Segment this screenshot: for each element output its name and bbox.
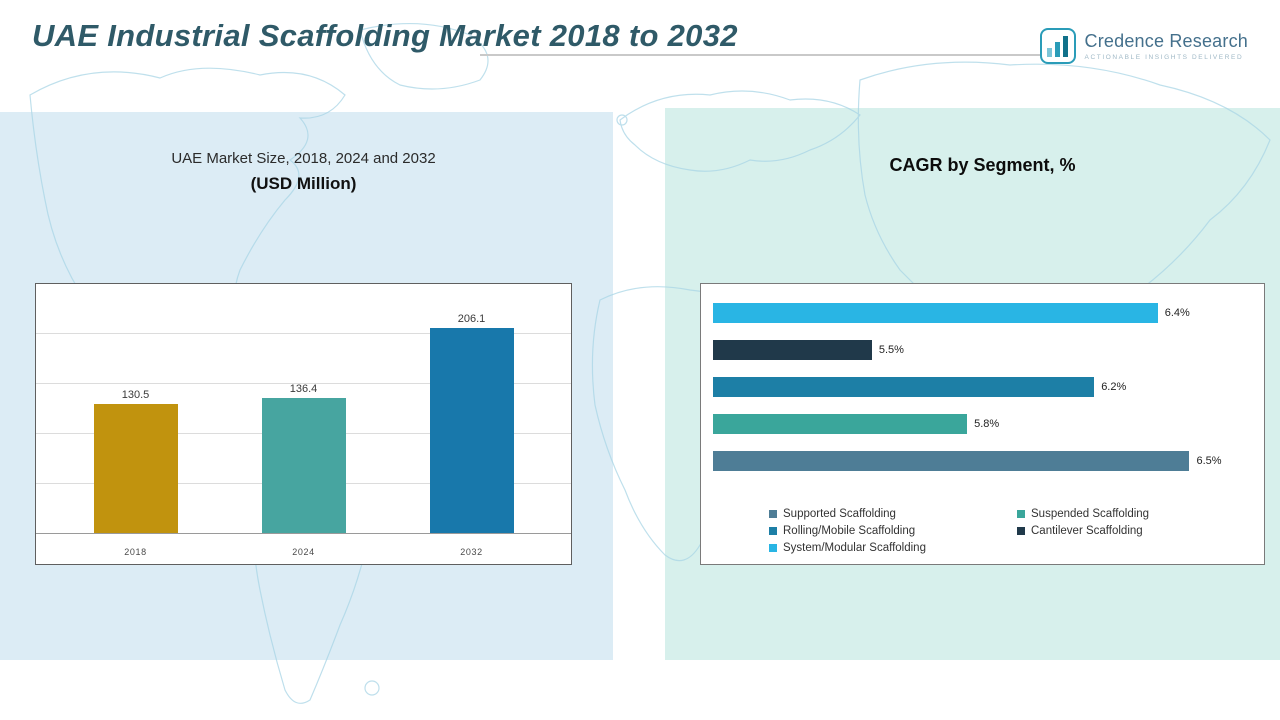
x-axis-label-2024: 2024 xyxy=(292,547,315,557)
bar-2018 xyxy=(93,403,178,534)
market-size-heading: UAE Market Size, 2018, 2024 and 2032 (US… xyxy=(35,150,572,194)
cagr-row-5: 6.5% xyxy=(713,442,1248,479)
legend-marker xyxy=(769,527,777,535)
cagr-value-label: 6.4% xyxy=(1164,306,1190,319)
logo-tagline: Actionable Insights Delivered xyxy=(1084,54,1244,61)
bar-chart-logo-icon xyxy=(1039,28,1076,64)
legend-marker xyxy=(769,544,777,552)
cagr-bar-3 xyxy=(713,376,1095,397)
bar-column-2032: 206.1 xyxy=(429,284,514,534)
legend-item-4: Cantilever Scaffolding xyxy=(1017,525,1246,537)
cagr-value-label: 5.5% xyxy=(878,343,904,356)
logo-bar-small xyxy=(1047,48,1053,57)
cagr-value-label: 6.5% xyxy=(1196,454,1222,467)
market-size-subtitle: UAE Market Size, 2018, 2024 and 2032 xyxy=(171,150,436,167)
bar-2024 xyxy=(261,397,346,534)
bar-value-label: 206.1 xyxy=(457,312,486,325)
cagr-bar-series: 6.4% 5.5% 6.2% 5.8% 6.5% xyxy=(713,294,1248,479)
logo-bar-tall xyxy=(1063,36,1069,57)
bar-column-2024: 136.4 xyxy=(261,284,346,534)
x-axis-labels: 2018 2024 2032 xyxy=(36,547,571,557)
cagr-bar-1 xyxy=(713,302,1158,323)
market-size-plot-area: 130.5 136.4 206.1 xyxy=(36,284,571,534)
cagr-row-2: 5.5% xyxy=(713,331,1248,368)
page-title: UAE Industrial Scaffolding Market 2018 t… xyxy=(32,18,738,53)
legend-label: Rolling/Mobile Scaffolding xyxy=(783,525,916,537)
cagr-bar-5 xyxy=(713,450,1190,471)
bar-value-label: 130.5 xyxy=(121,388,150,401)
market-size-chart: 130.5 136.4 206.1 2018 2024 2032 xyxy=(35,283,572,565)
legend-marker xyxy=(1017,510,1025,518)
island-dot-2 xyxy=(616,114,628,126)
cagr-bar-4 xyxy=(713,413,968,434)
x-axis-label-2032: 2032 xyxy=(460,547,483,557)
logo-text: Credence Research Actionable Insights De… xyxy=(1085,31,1248,61)
legend-item-1: Supported Scaffolding xyxy=(769,508,1017,520)
cagr-chart-title: CAGR by Segment, % xyxy=(889,155,1076,175)
cagr-value-label: 6.2% xyxy=(1101,380,1127,393)
cagr-bar-2 xyxy=(713,339,872,360)
x-axis-label-2018: 2018 xyxy=(124,547,147,557)
cagr-row-4: 5.8% xyxy=(713,405,1248,442)
logo-bar-medium xyxy=(1055,42,1061,57)
legend-item-2: Suspended Scaffolding xyxy=(1017,508,1246,520)
credence-research-logo: Credence Research Actionable Insights De… xyxy=(1039,28,1248,64)
logo-brand-name: Credence Research xyxy=(1084,31,1248,51)
legend-marker xyxy=(1017,527,1025,535)
market-size-unit-label: (USD Million) xyxy=(250,174,357,193)
bar-2032 xyxy=(429,327,514,534)
island-dot xyxy=(364,680,380,696)
cagr-legend: Supported Scaffolding Suspended Scaffoldi… xyxy=(769,508,1246,554)
legend-item-3: Rolling/Mobile Scaffolding xyxy=(769,525,1017,537)
x-axis-line xyxy=(36,533,571,534)
legend-marker xyxy=(769,510,777,518)
legend-label: Supported Scaffolding xyxy=(783,508,896,520)
header-rule xyxy=(480,54,1046,56)
cagr-value-label: 5.8% xyxy=(974,417,1000,430)
legend-label: Cantilever Scaffolding xyxy=(1031,525,1143,537)
bar-value-label: 136.4 xyxy=(289,382,318,395)
bar-series: 130.5 136.4 206.1 xyxy=(36,284,571,534)
legend-item-5: System/Modular Scaffolding xyxy=(769,542,1017,554)
bar-column-2018: 130.5 xyxy=(93,284,178,534)
cagr-chart: 6.4% 5.5% 6.2% 5.8% 6.5% Supported Scaffoldi… xyxy=(700,283,1265,565)
cagr-row-3: 6.2% xyxy=(713,368,1248,405)
legend-label: System/Modular Scaffolding xyxy=(783,542,926,554)
cagr-row-1: 6.4% xyxy=(713,294,1248,331)
legend-label: Suspended Scaffolding xyxy=(1031,508,1150,520)
